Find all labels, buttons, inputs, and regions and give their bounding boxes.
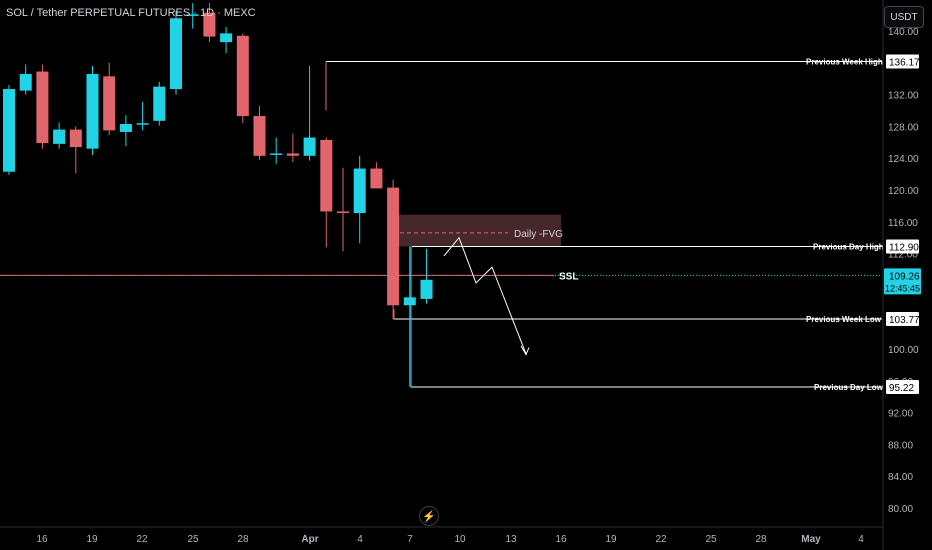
level-price-box-2 xyxy=(886,312,919,327)
candle-body-5[interactable] xyxy=(86,73,99,149)
symbol-title: SOL / Tether PERPETUAL FUTURES · 1D · ME… xyxy=(6,7,256,19)
candle-body-1[interactable] xyxy=(19,73,32,91)
projection-path xyxy=(443,236,527,354)
x-tick-label-13: 25 xyxy=(705,534,717,545)
x-tick-label-3: 25 xyxy=(187,534,199,545)
candle-body-8[interactable] xyxy=(136,123,149,125)
candle-body-9[interactable] xyxy=(153,86,166,121)
level-price-box-1 xyxy=(886,239,919,254)
level-price-label-2: 103.77 xyxy=(889,315,920,326)
candle-body-11[interactable] xyxy=(186,14,199,16)
candle-body-7[interactable] xyxy=(119,124,132,132)
x-tick-label-12: 22 xyxy=(655,534,667,545)
x-tick-label-2: 22 xyxy=(136,534,148,545)
y-tick-label-12: 92.00 xyxy=(888,409,913,420)
x-tick-label-1: 19 xyxy=(86,534,98,545)
level-name-2: Previous Week Low xyxy=(806,315,882,324)
candle-body-19[interactable] xyxy=(320,139,333,212)
y-tick-label-0: 140.00 xyxy=(888,27,919,38)
x-tick-label-16: 4 xyxy=(858,534,864,545)
candle-body-4[interactable] xyxy=(69,129,82,148)
candle-body-15[interactable] xyxy=(253,116,266,156)
fvg-zone xyxy=(397,214,561,247)
fvg-label: Daily -FVG xyxy=(514,229,563,240)
candle-body-20[interactable] xyxy=(337,211,349,214)
x-tick-label-9: 13 xyxy=(505,534,517,545)
countdown-label: 12:45:45 xyxy=(885,283,920,293)
level-name-3: Previous Day Low xyxy=(814,383,884,392)
candle-body-18[interactable] xyxy=(303,137,316,156)
level-price-box-0 xyxy=(886,54,919,69)
y-tick-label-15: 80.00 xyxy=(888,504,913,515)
ssl-label: SSL xyxy=(559,271,578,282)
x-tick-label-15: May xyxy=(801,534,821,545)
candle-body-25[interactable] xyxy=(420,279,433,299)
x-tick-label-4: 28 xyxy=(237,534,249,545)
x-tick-label-7: 7 xyxy=(407,534,413,545)
candle-body-14[interactable] xyxy=(236,35,249,117)
y-tick-label-14: 84.00 xyxy=(888,472,913,483)
x-tick-label-11: 19 xyxy=(605,534,617,545)
level-name-1: Previous Day High xyxy=(813,242,884,251)
currency-button[interactable]: USDT xyxy=(884,6,924,28)
candle-body-6[interactable] xyxy=(103,76,116,131)
candle-body-17[interactable] xyxy=(286,153,299,156)
level-price-label-1: 112.90 xyxy=(889,242,919,253)
level-price-box-3 xyxy=(886,380,919,395)
y-tick-label-2: 132.00 xyxy=(888,91,919,102)
candle-body-12[interactable] xyxy=(203,12,216,37)
projection-arrowhead xyxy=(520,345,530,356)
y-tick-label-5: 120.00 xyxy=(888,186,919,197)
level-name-0: Previous Week High xyxy=(806,57,883,66)
y-tick-label-7: 112.00 xyxy=(888,250,918,261)
candle-body-3[interactable] xyxy=(53,129,66,144)
y-tick-label-3: 128.00 xyxy=(888,122,919,133)
candle-body-0[interactable] xyxy=(3,89,15,172)
x-tick-label-8: 10 xyxy=(454,534,466,545)
y-tick-label-10: 100.00 xyxy=(888,345,919,356)
x-tick-label-14: 28 xyxy=(755,534,767,545)
candle-body-2[interactable] xyxy=(36,71,49,144)
y-tick-label-6: 116.00 xyxy=(888,218,918,229)
candle-body-24[interactable] xyxy=(403,297,416,306)
x-tick-label-10: 16 xyxy=(555,534,567,545)
x-tick-label-6: 4 xyxy=(357,534,363,545)
current-price-label: 109.26 xyxy=(889,271,920,282)
x-tick-label-0: 16 xyxy=(36,534,48,545)
candle-body-21[interactable] xyxy=(353,168,366,214)
level-price-label-3: 95.22 xyxy=(889,383,914,394)
candle-body-16[interactable] xyxy=(270,153,283,155)
x-tick-label-5: Apr xyxy=(301,534,318,545)
candle-body-13[interactable] xyxy=(220,33,233,43)
candle-body-23[interactable] xyxy=(387,187,400,306)
lightning-icon[interactable]: ⚡ xyxy=(419,506,439,526)
y-tick-label-13: 88.00 xyxy=(888,440,913,451)
candle-body-22[interactable] xyxy=(370,168,383,189)
candle-body-10[interactable] xyxy=(170,18,182,90)
level-price-label-0: 136.17 xyxy=(889,57,920,68)
y-tick-label-4: 124.00 xyxy=(888,154,919,165)
current-price-box xyxy=(884,268,921,295)
